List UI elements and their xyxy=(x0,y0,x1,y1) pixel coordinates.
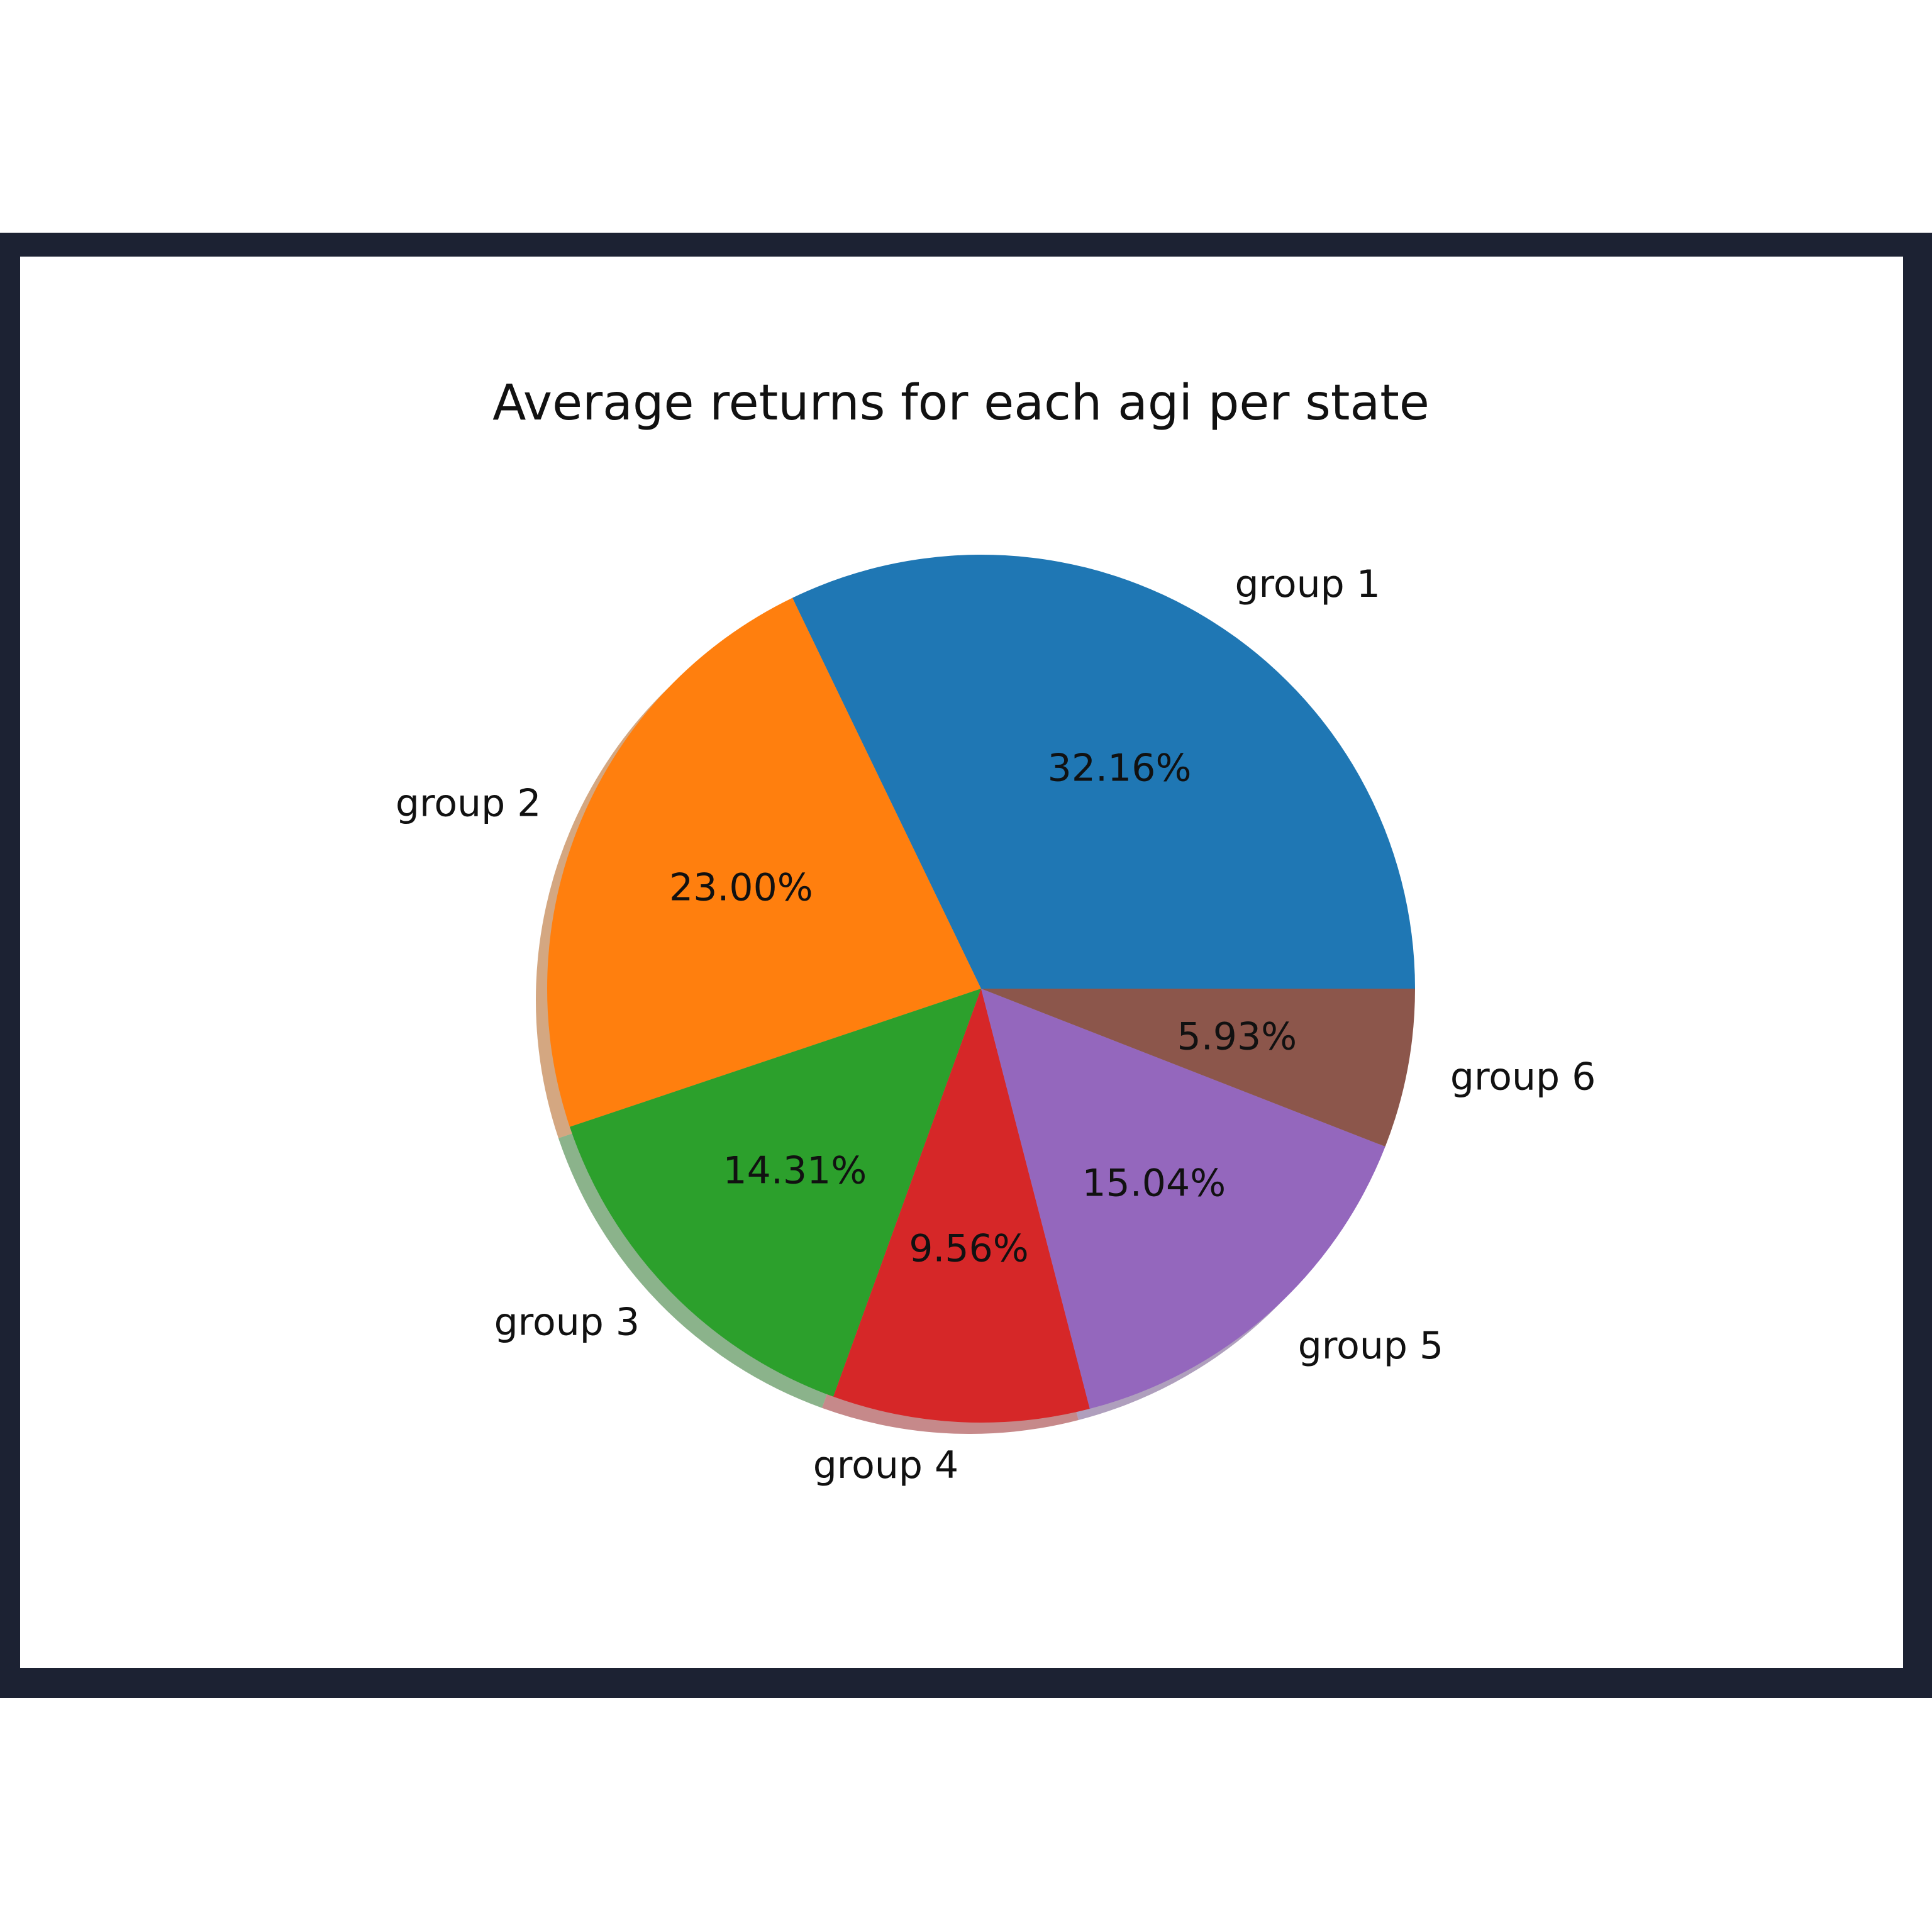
pie-slice-group-4 xyxy=(833,989,1090,1423)
pie-category-label: group 1 xyxy=(1235,562,1380,606)
pie-category-label: group 3 xyxy=(494,1300,640,1344)
pie-slice-group-5 xyxy=(981,989,1385,1409)
pie-percent-label: 32.16% xyxy=(1048,746,1192,790)
pie-slice-group-1 xyxy=(792,554,1415,989)
pie-category-label: group 2 xyxy=(396,782,541,826)
chart-title: Average returns for each agi per state xyxy=(492,375,1430,431)
figure-canvas: Average returns for each agi per state 3… xyxy=(20,257,1903,1668)
pie-category-label: group 5 xyxy=(1298,1324,1444,1368)
pie-percent-label: 23.00% xyxy=(669,865,813,909)
pie-slice-group-2 xyxy=(547,597,981,1127)
pie-labels: 32.16% group 1 23.00% group 2 14.31% group 3 9… xyxy=(396,562,1596,1487)
pie-percent-label: 5.93% xyxy=(1177,1015,1297,1059)
pie-category-label: group 6 xyxy=(1450,1055,1596,1099)
pie-slices xyxy=(547,554,1415,1423)
pie-percent-label: 14.31% xyxy=(723,1148,867,1192)
pie-slice-group-6 xyxy=(981,989,1415,1147)
pie-category-label: group 4 xyxy=(813,1443,959,1487)
pie-slice-group-3 xyxy=(569,989,981,1397)
pie-percent-label: 15.04% xyxy=(1082,1162,1226,1206)
pie-chart: Average returns for each agi per state 3… xyxy=(396,375,1596,1487)
screenshot-frame: Average returns for each agi per state 3… xyxy=(0,233,1932,1698)
pie-percent-label: 9.56% xyxy=(909,1227,1029,1271)
